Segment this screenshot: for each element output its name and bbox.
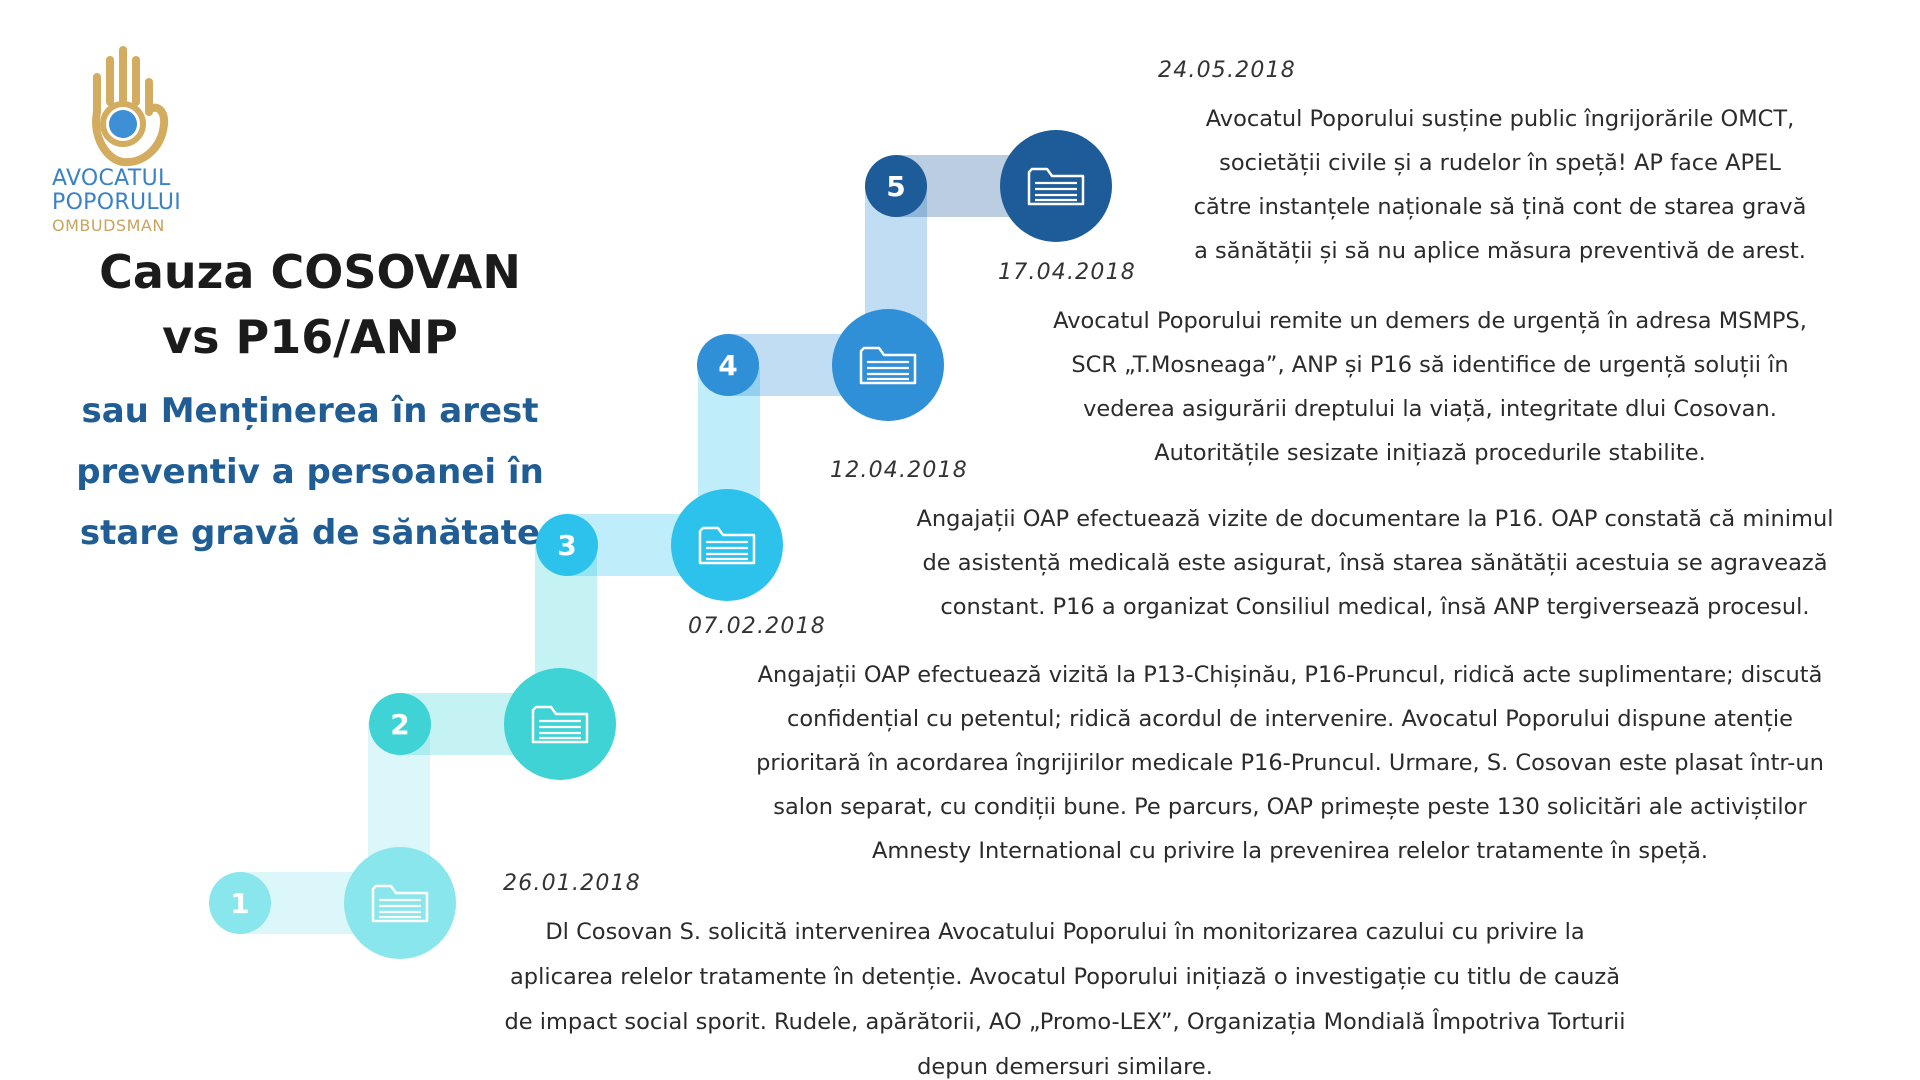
step-1-number: 1	[230, 887, 249, 920]
event-1-text-line-2: aplicarea relelor tratamente în detenție…	[510, 964, 1620, 990]
event-1-text-line-3: de impact social sporit. Rudele, apărăto…	[504, 1009, 1626, 1035]
step-5-badge	[865, 155, 927, 217]
step-2-node	[504, 668, 616, 780]
step-2-badge	[369, 693, 431, 755]
event-1-text-line-4: depun demersuri similare.	[917, 1054, 1213, 1080]
event-2-text-line-1: Angajații OAP efectuează vizită la P13-C…	[757, 662, 1823, 688]
step-4-badge	[697, 334, 759, 396]
logo-text-ombudsman: OMBUDSMAN	[52, 216, 165, 235]
event-2-date: 07.02.2018	[688, 614, 826, 639]
logo-text-poporului: POPORULUI	[52, 190, 182, 215]
step-4-node	[832, 309, 944, 421]
event-3-text-line-1: Angajații OAP efectuează vizite de docum…	[916, 506, 1834, 532]
step-4-number: 4	[718, 349, 737, 382]
ombudsman-logo: AVOCATUL POPORULUI OMBUDSMAN	[52, 42, 202, 242]
subtitle-line-3: stare gravă de sănătate	[79, 513, 541, 553]
step-1-node	[344, 847, 456, 959]
event-3-text-line-2: de asistență medicală este asigurat, îns…	[922, 550, 1828, 576]
subtitle-line-2: preventiv a persoanei în	[76, 452, 544, 492]
timeline-step-4: 4	[697, 185, 944, 421]
hand-logo-icon	[92, 46, 169, 167]
event-4-text-line-3: vederea asigurării dreptului la viață, i…	[1083, 396, 1777, 422]
event-2-text-line-2: confidențial cu petentul; ridică acordul…	[787, 706, 1793, 732]
event-2-text-line-5: Amnesty International cu privire la prev…	[871, 838, 1709, 864]
step-5-node	[1000, 130, 1112, 242]
event-4-text-line-4: Autoritățile sesizate inițiază proceduri…	[1154, 440, 1706, 466]
step-2-number: 2	[390, 708, 409, 741]
event-5-text-line-2: societății civile și a rudelor în speță!…	[1219, 150, 1781, 176]
event-3-date: 12.04.2018	[830, 458, 968, 483]
event-4-date: 17.04.2018	[998, 260, 1136, 285]
event-2-text-line-3: prioritară în acordarea îngrijirilor med…	[756, 750, 1824, 776]
step-5-number: 5	[886, 170, 905, 203]
event-2-text-line-4: salon separat, cu condiții bune. Pe parc…	[773, 794, 1807, 820]
event-5-text-line-4: a sănătății și să nu aplice măsura preve…	[1194, 238, 1806, 264]
event-5-text-line-3: către instanțele naționale să țină cont …	[1193, 194, 1807, 220]
event-3-text-line-3: constant. P16 a organizat Consiliul medi…	[940, 594, 1810, 620]
timeline-step-1: 1	[209, 722, 456, 959]
event-1-text-line-1: Dl Cosovan S. solicită intervenirea Avoc…	[545, 919, 1585, 945]
step-3-number: 3	[557, 529, 576, 562]
event-5-text-line-1: Avocatul Poporului susține public îngrij…	[1205, 106, 1795, 132]
event-5-date: 24.05.2018	[1158, 58, 1296, 83]
page-title-line-2: vs P16/ANP	[162, 310, 458, 364]
event-4-text-line-1: Avocatul Poporului remite un demers de u…	[1053, 308, 1807, 334]
event-1-date: 26.01.2018	[503, 871, 641, 896]
event-4-text-line-2: SCR „T.Mosneaga”, ANP și P16 să identifi…	[1071, 352, 1789, 378]
step-3-badge	[536, 514, 598, 576]
subtitle-line-1: sau Menținerea în arest	[81, 391, 539, 431]
step-3-node	[671, 489, 783, 601]
timeline-step-5: 5	[865, 130, 1112, 242]
step-1-badge	[209, 872, 271, 934]
logo-text-avocatul: AVOCATUL	[52, 166, 171, 191]
timeline-step-3: 3	[536, 367, 783, 601]
page-title-line-1: Cauza COSOVAN	[99, 245, 521, 299]
timeline-step-2: 2	[369, 545, 616, 780]
